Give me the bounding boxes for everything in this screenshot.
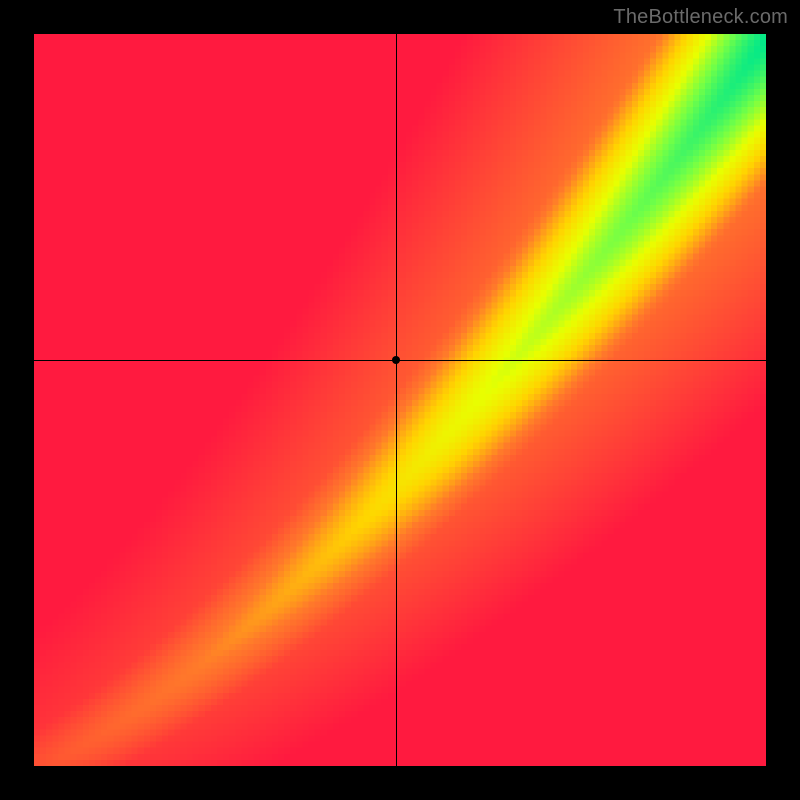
plot-area — [34, 34, 766, 766]
crosshair-vertical — [396, 34, 397, 766]
watermark-label: TheBottleneck.com — [613, 6, 788, 29]
heatmap-canvas — [34, 34, 766, 766]
chart-container: TheBottleneck.com — [0, 0, 800, 800]
crosshair-marker — [392, 356, 400, 364]
